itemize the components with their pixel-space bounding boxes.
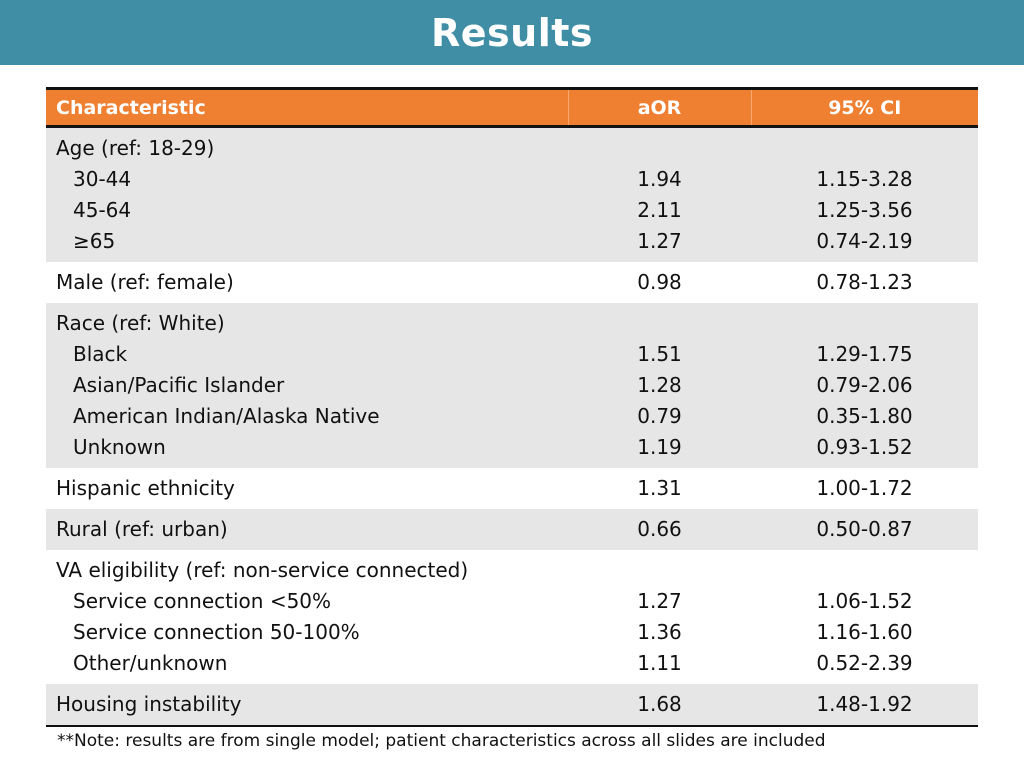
subgroup-label: 30-44 [73,167,132,191]
characteristic-cell: Age (ref: 18-29) 30-44 45-64 ≥65 [46,127,568,263]
ci-cell: 1.00-1.72 [816,476,913,500]
group-label: Age (ref: 18-29) [56,136,215,160]
aor-value: 1.27 [637,589,682,613]
results-table: Characteristic aOR 95% CI Age (ref: 18-2… [46,87,978,727]
aor-cell: 1.51 1.28 0.79 1.19 [568,303,751,468]
ci-value: 1.15-3.28 [816,167,913,191]
table-row-age: Age (ref: 18-29) 30-44 45-64 ≥65 1.94 2.… [46,126,978,263]
subgroup-label: Service connection 50-100% [73,620,360,644]
aor-cell: 1.94 2.11 1.27 [568,127,751,263]
ci-cell: 0.78-1.23 [816,270,913,294]
results-table-container: Characteristic aOR 95% CI Age (ref: 18-2… [46,87,978,727]
ci-value: 1.29-1.75 [816,342,913,366]
ci-cell: 1.06-1.52 1.16-1.60 0.52-2.39 [751,550,978,684]
aor-value: 0.79 [637,404,682,428]
ci-value: 0.35-1.80 [816,404,913,428]
page-title: Results [430,10,593,55]
aor-value: 1.51 [637,342,682,366]
subgroup-label: Unknown [73,435,166,459]
ci-cell: 0.50-0.87 [816,517,913,541]
subgroup-label: 45-64 [73,198,132,222]
characteristic-cell: Hispanic ethnicity [56,476,235,500]
ci-value: 0.52-2.39 [816,651,913,675]
subgroup-label: Asian/Pacific Islander [73,373,285,397]
table-row-rural: Rural (ref: urban) 0.66 0.50-0.87 [46,509,978,550]
characteristic-cell: Male (ref: female) [56,270,234,294]
subgroup-label: ≥65 [73,229,116,253]
footnote: **Note: results are from single model; p… [57,731,826,751]
table-header-row: Characteristic aOR 95% CI [46,87,978,128]
aor-value: 2.11 [637,198,682,222]
table-row-race: Race (ref: White) Black Asian/Pacific Is… [46,303,978,468]
aor-cell: 1.31 [637,476,682,500]
aor-value: 1.94 [637,167,682,191]
ci-value: 0.74-2.19 [816,229,913,253]
aor-cell: 0.98 [637,270,682,294]
characteristic-cell: Race (ref: White) Black Asian/Pacific Is… [46,303,568,468]
aor-value: 1.28 [637,373,682,397]
aor-value: 1.36 [637,620,682,644]
group-label: VA eligibility (ref: non-service connect… [56,558,469,582]
title-bar: Results [0,0,1024,65]
aor-cell: 1.68 [568,684,751,727]
column-header-aor: aOR [567,87,751,128]
ci-value: 0.79-2.06 [816,373,913,397]
subgroup-label: American Indian/Alaska Native [73,404,380,428]
table-row-va-eligibility: VA eligibility (ref: non-service connect… [46,550,978,684]
characteristic-cell: VA eligibility (ref: non-service connect… [46,550,568,684]
ci-value: 1.16-1.60 [816,620,913,644]
subgroup-label: Service connection <50% [73,589,332,613]
aor-value: 1.11 [637,651,682,675]
ci-cell: 1.48-1.92 [751,684,978,727]
characteristic-cell: Rural (ref: urban) [56,517,228,541]
column-header-ci: 95% CI [750,87,978,128]
table-row-male: Male (ref: female) 0.98 0.78-1.23 [46,262,978,303]
subgroup-label: Other/unknown [73,651,228,675]
aor-cell: 0.66 [637,517,682,541]
column-header-characteristic: Characteristic [46,87,568,128]
group-label: Race (ref: White) [56,311,225,335]
ci-value: 1.25-3.56 [816,198,913,222]
ci-cell: 1.29-1.75 0.79-2.06 0.35-1.80 0.93-1.52 [751,303,978,468]
ci-value: 0.93-1.52 [816,435,913,459]
aor-value: 1.27 [637,229,682,253]
characteristic-cell: Housing instability [46,684,568,727]
table-row-hispanic: Hispanic ethnicity 1.31 1.00-1.72 [46,468,978,509]
ci-cell: 1.15-3.28 1.25-3.56 0.74-2.19 [751,127,978,263]
aor-value: 1.19 [637,435,682,459]
ci-value: 1.06-1.52 [816,589,913,613]
aor-cell: 1.27 1.36 1.11 [568,550,751,684]
table-row-housing: Housing instability 1.68 1.48-1.92 [46,684,978,727]
subgroup-label: Black [73,342,128,366]
